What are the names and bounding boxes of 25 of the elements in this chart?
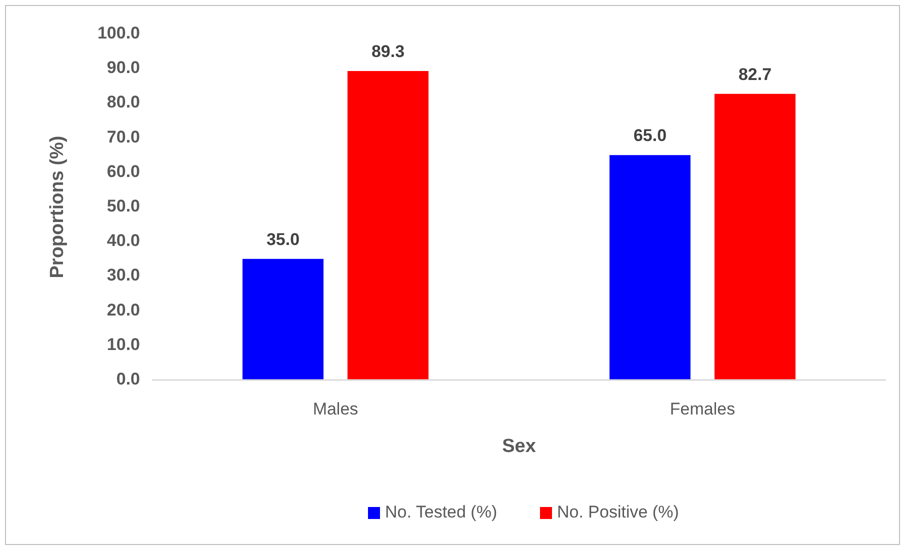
y-tick-label: 50.0 <box>106 196 140 216</box>
legend-label: No. Positive (%) <box>557 502 679 522</box>
data-label: 82.7 <box>738 64 772 84</box>
data-label: 65.0 <box>633 126 667 146</box>
y-tick-label: 20.0 <box>106 300 140 320</box>
y-tick-label: 80.0 <box>106 92 140 112</box>
y-tick-label: 10.0 <box>106 334 140 354</box>
y-tick-label: 70.0 <box>106 127 140 146</box>
data-label: 89.3 <box>371 42 405 62</box>
x-axis-title: Sex <box>502 436 536 458</box>
legend-label: No. Tested (%) <box>385 502 498 522</box>
y-axis-title: Proportions (%) <box>47 136 68 278</box>
y-tick-label: 40.0 <box>106 231 140 250</box>
y-tick-label: 60.0 <box>106 162 140 181</box>
bar <box>714 94 796 380</box>
data-label: 35.0 <box>266 230 300 249</box>
y-tick-label: 30.0 <box>106 266 140 285</box>
y-tick-label: 90.0 <box>106 58 140 78</box>
x-tick-label: Males <box>312 399 358 418</box>
y-tick-label: 100.0 <box>97 23 140 42</box>
bar <box>610 155 690 380</box>
y-tick-label: 0.0 <box>116 369 140 388</box>
bar <box>242 258 324 380</box>
bar <box>348 71 428 380</box>
x-tick-label: Females <box>670 399 736 418</box>
